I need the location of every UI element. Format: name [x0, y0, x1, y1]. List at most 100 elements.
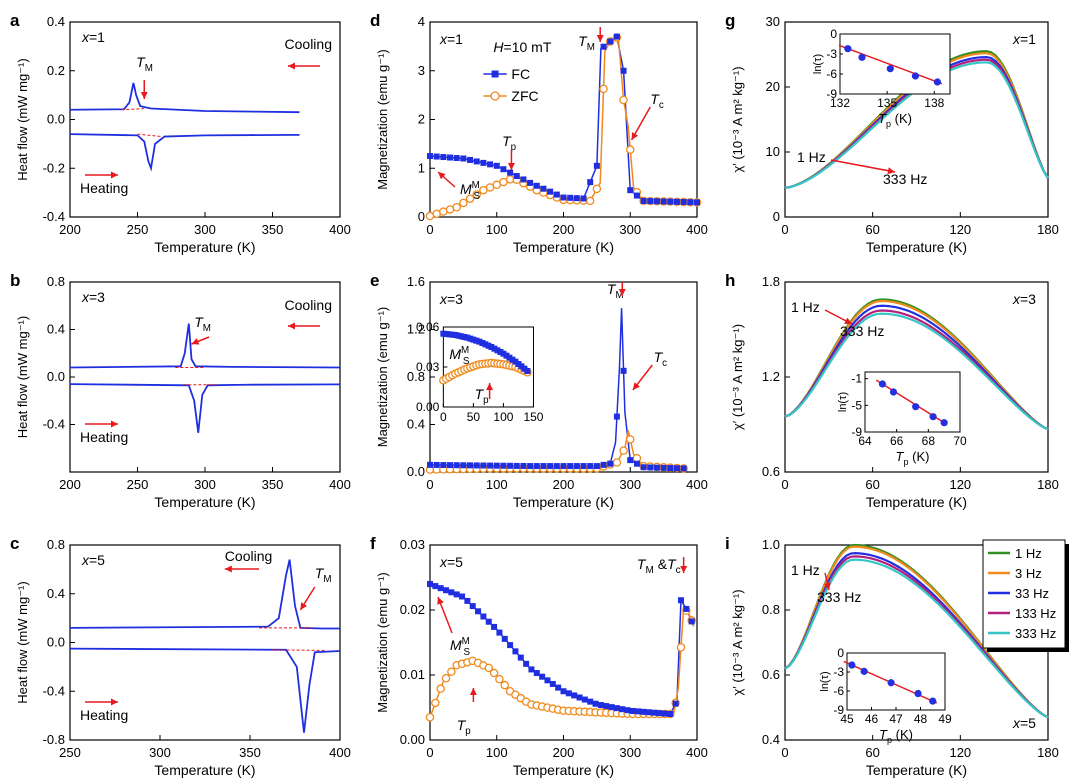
fc-marker: [677, 597, 684, 604]
inset-x-tick-label: 132: [830, 96, 850, 110]
inset-x-t: T: [896, 449, 905, 464]
fc-marker: [580, 195, 587, 202]
inset-y-label: ln(τ): [819, 671, 831, 691]
tmtc-amp: &: [654, 556, 668, 572]
fc-marker: [493, 162, 500, 169]
heat-flow-curve: [69, 383, 341, 433]
inset-y-tick-label: -9: [826, 87, 837, 101]
fc-marker: [427, 153, 433, 160]
inset-x-tick-label: 48: [914, 712, 928, 726]
inset-x-p: p: [886, 119, 891, 129]
fc-marker: [593, 463, 600, 470]
fc-marker: [593, 162, 600, 169]
fc-marker: [580, 463, 587, 470]
x-tick-label: 100: [486, 477, 508, 492]
fc-marker: [427, 461, 433, 468]
tm-label-sub: M: [323, 574, 331, 585]
fc-marker: [647, 464, 654, 471]
panel-letter: f: [370, 534, 376, 553]
composition-label: x=3: [439, 291, 463, 307]
freq-low-label: 1 Hz: [797, 149, 826, 165]
inset-point: [933, 78, 942, 86]
inset-x-tick-label: 45: [840, 712, 854, 726]
tp-arrow-head: [507, 163, 515, 170]
fc-marker: [633, 192, 640, 199]
tm-arrow-head: [300, 602, 308, 610]
inset-fc-marker: [467, 335, 474, 342]
fc-marker: [653, 198, 660, 205]
inset-fc-marker: [461, 334, 468, 340]
y-tick-label: 0.0: [47, 635, 65, 650]
tc-label: Tc: [650, 91, 664, 111]
y-tick-label: 1.0: [762, 537, 780, 552]
x-axis-label: Temperature (K): [513, 239, 614, 255]
panel-letter: b: [10, 271, 20, 290]
y-tick-label: 0.0: [407, 464, 425, 479]
x-tick-label: 60: [865, 222, 879, 237]
inset-point: [886, 65, 894, 73]
fc-marker: [487, 462, 494, 469]
inset-y-tick-label: 0.06: [416, 320, 440, 334]
cooling-arrow: [224, 565, 259, 573]
inset-fc-marker: [464, 334, 471, 341]
inset-point: [911, 72, 920, 80]
inset-fit-line: [838, 44, 943, 85]
ms-label-sup: M: [461, 345, 469, 356]
fc-marker: [667, 711, 674, 717]
fc-marker: [507, 642, 514, 649]
fc-marker: [500, 166, 507, 173]
tm-label: TM: [315, 565, 332, 585]
inset-point: [889, 388, 898, 396]
panel-h: 0 60 120 180 0.6 1.2 1.8 Temperature (K) χ′ (10⁻…: [725, 271, 1059, 510]
comp-val: =1: [1020, 31, 1036, 47]
legend-zfc-marker: [490, 91, 500, 101]
tp-label-sub: p: [511, 142, 517, 153]
y-tick-label: 4: [418, 14, 425, 29]
fc-marker: [571, 692, 578, 699]
composition-label: x=5: [81, 552, 105, 568]
inset-x-label: Tp (K): [879, 727, 913, 745]
inset-x-t: T: [878, 111, 887, 126]
cooling-arrow: [288, 62, 320, 70]
fc-marker: [437, 585, 444, 592]
tm-label-sub: M: [587, 42, 595, 53]
x-tick-label: 200: [553, 477, 575, 492]
fc-marker: [587, 463, 594, 470]
cooling-label: Cooling: [225, 548, 272, 564]
zfc-marker: [500, 680, 510, 690]
fc-marker: [464, 597, 471, 604]
zfc-marker: [431, 698, 440, 708]
y-tick-label: 0.4: [762, 732, 780, 747]
fc-marker: [567, 194, 574, 201]
y-tick-label: 10: [766, 144, 780, 159]
tm-label-base: T: [607, 281, 617, 297]
heat-flow-curve: [69, 133, 300, 172]
fc-marker: [660, 464, 667, 471]
y-tick-label: 1.8: [762, 274, 780, 289]
composition-label: x=1: [81, 29, 105, 45]
composition-label: x=1: [1012, 31, 1036, 47]
fc-marker: [640, 708, 647, 715]
ms-label: MM S: [450, 636, 471, 658]
x-tick-label: 350: [262, 222, 284, 237]
fc-marker: [527, 179, 534, 186]
tm-label-base: T: [194, 314, 204, 330]
tc-label-base: T: [650, 91, 660, 107]
x-tick-label: 180: [1037, 745, 1059, 760]
y-tick-label: 0: [418, 209, 425, 224]
inset-x-unit: (K): [909, 449, 930, 464]
inset-fc-marker: [446, 331, 453, 338]
y-axis-label: Magnetization (emu g⁻¹): [375, 49, 390, 190]
tc-label-sub: c: [659, 100, 664, 111]
tm-label: TM: [194, 314, 211, 334]
tm-arrow: [596, 27, 604, 42]
x-axis-label: Temperature (K): [866, 762, 967, 778]
inset-x-unit: (K): [892, 727, 913, 742]
panel-letter: d: [370, 11, 380, 30]
inset-fc-marker: [521, 365, 528, 372]
fc-marker: [603, 703, 610, 710]
inset-point: [848, 661, 856, 669]
inset-fc-marker: [470, 336, 477, 343]
zfc-marker: [619, 446, 628, 455]
x-tick-label: 300: [619, 222, 641, 237]
